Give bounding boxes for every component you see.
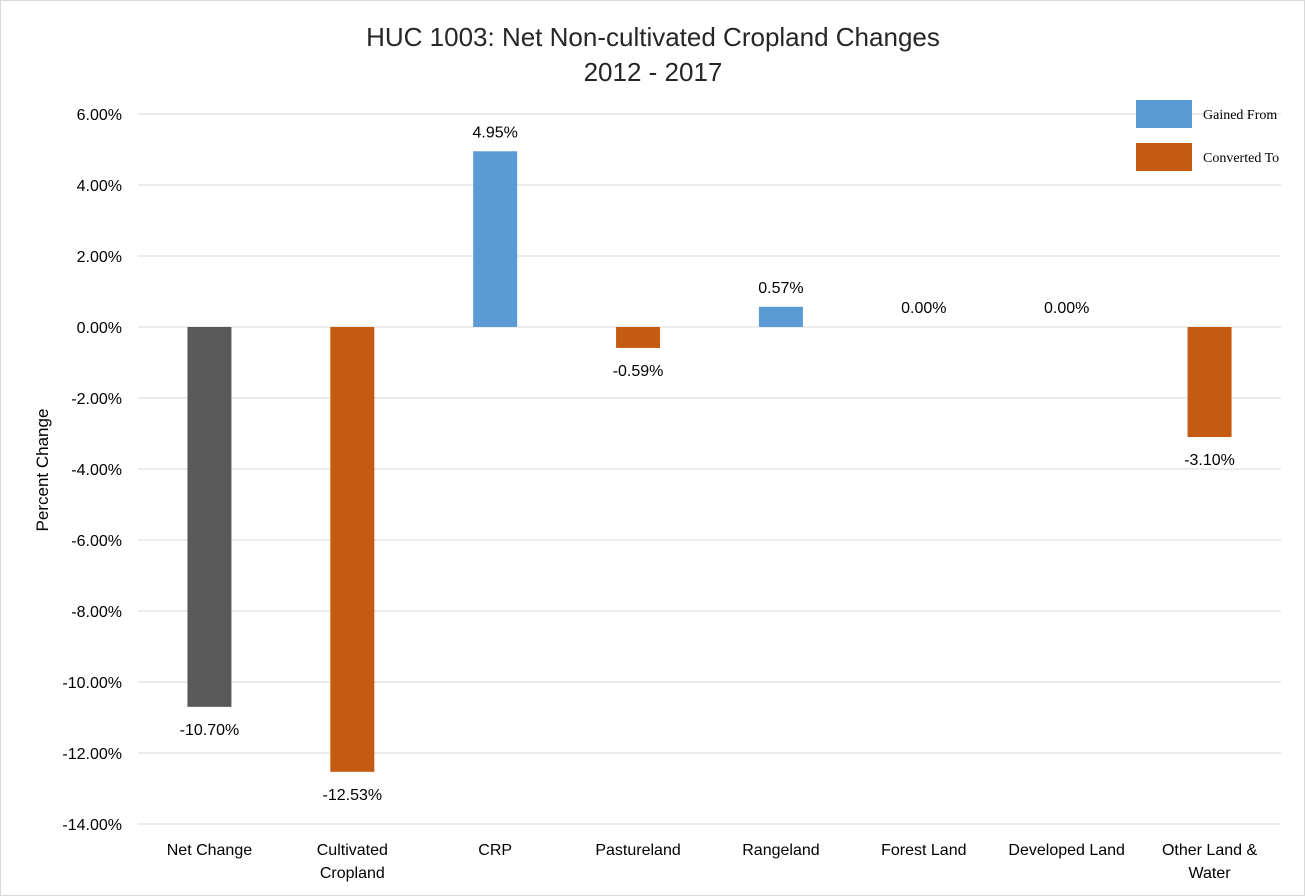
y-tick-label: -2.00% bbox=[71, 391, 122, 408]
x-category-label: Pastureland bbox=[595, 842, 680, 859]
y-tick-label: -6.00% bbox=[71, 533, 122, 550]
x-axis-categories: Net Change Cultivated Cropland CRP Pasturela… bbox=[167, 842, 1258, 882]
x-category-label: Cultivated bbox=[317, 842, 388, 859]
bar-5 bbox=[758, 306, 803, 327]
data-label: -10.70% bbox=[180, 722, 240, 739]
x-category-label: Other Land & bbox=[1162, 842, 1258, 859]
chart-title-line-1: HUC 1003: Net Non-cultivated Cropland Ch… bbox=[366, 22, 940, 52]
x-category-label: CRP bbox=[478, 842, 512, 859]
y-tick-label: -14.00% bbox=[62, 817, 122, 834]
x-category-label: Cropland bbox=[320, 865, 385, 882]
data-label: 0.00% bbox=[901, 300, 946, 317]
bar-4 bbox=[616, 327, 661, 348]
bar-1 bbox=[187, 327, 232, 707]
x-category-label: Net Change bbox=[167, 842, 252, 859]
bars bbox=[187, 151, 1232, 772]
bar-2 bbox=[330, 327, 375, 772]
x-category-label: Developed Land bbox=[1008, 842, 1125, 859]
data-label: 0.57% bbox=[758, 280, 803, 297]
x-category-label: Forest Land bbox=[881, 842, 966, 859]
data-labels: -10.70% -12.53% 4.95% -0.59% 0.57% 0.00% 0.00%… bbox=[180, 124, 1235, 804]
gridlines bbox=[138, 113, 1281, 825]
legend-label-gained-from: Gained From bbox=[1203, 108, 1277, 123]
y-tick-label: 0.00% bbox=[77, 320, 122, 337]
bar-3 bbox=[473, 151, 518, 327]
x-category-label: Water bbox=[1189, 865, 1232, 882]
bar-8 bbox=[1187, 327, 1232, 438]
data-label: -3.10% bbox=[1184, 452, 1235, 469]
legend: Gained From Converted To bbox=[1136, 100, 1279, 171]
chart-title-line-2: 2012 - 2017 bbox=[584, 57, 723, 87]
y-axis-ticks: 6.00% 4.00% 2.00% 0.00% -2.00% -4.00% -6.00% -8… bbox=[62, 107, 122, 834]
y-tick-label: -10.00% bbox=[62, 675, 122, 692]
x-category-label: Rangeland bbox=[742, 842, 819, 859]
y-tick-label: 2.00% bbox=[77, 249, 122, 266]
y-tick-label: 6.00% bbox=[77, 107, 122, 124]
data-label: -0.59% bbox=[613, 363, 664, 380]
legend-swatch-converted-to bbox=[1136, 143, 1192, 171]
data-label: 0.00% bbox=[1044, 300, 1089, 317]
y-tick-label: 4.00% bbox=[77, 178, 122, 195]
y-tick-label: -8.00% bbox=[71, 604, 122, 621]
data-label: 4.95% bbox=[473, 124, 518, 141]
y-tick-label: -12.00% bbox=[62, 746, 122, 763]
data-label: -12.53% bbox=[323, 787, 383, 804]
legend-swatch-gained-from bbox=[1136, 100, 1192, 128]
y-tick-label: -4.00% bbox=[71, 462, 122, 479]
y-axis-title: Percent Change bbox=[33, 409, 52, 532]
legend-label-converted-to: Converted To bbox=[1203, 151, 1279, 166]
